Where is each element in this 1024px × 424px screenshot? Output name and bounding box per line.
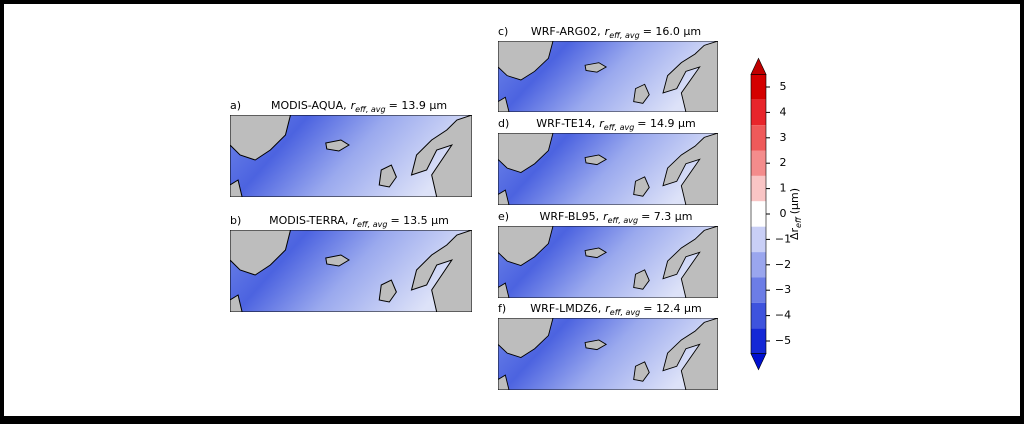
title-value: = 16.0 μm bbox=[643, 25, 701, 38]
colorbar-band bbox=[751, 99, 766, 126]
title-variable-sub: eff, avg bbox=[609, 31, 640, 40]
colorbar-tick-label: 5 bbox=[780, 80, 787, 93]
map-panel bbox=[230, 115, 472, 197]
colorbar-band bbox=[751, 252, 766, 278]
title-value: = 13.9 μm bbox=[389, 99, 447, 112]
title-variable-sub: eff, avg bbox=[610, 308, 641, 317]
map-panel bbox=[498, 226, 718, 298]
panel-label: d) bbox=[498, 117, 509, 130]
colorbar-tick-label: 0 bbox=[780, 207, 787, 220]
colorbar-band bbox=[751, 302, 766, 329]
colorbar-tick-label: 2 bbox=[780, 156, 787, 169]
panel-title: WRF-LMDZ6, reff, avg = 12.4 μm bbox=[530, 302, 701, 317]
title-variable: r bbox=[605, 302, 611, 315]
colorbar-band bbox=[751, 74, 766, 100]
colorbar-band bbox=[751, 125, 766, 151]
colorbar-band bbox=[751, 201, 766, 227]
panels: a) MODIS-AQUA, reff, avg = 13.9 μmb) MODIS-T… bbox=[230, 25, 718, 390]
panel-label: e) bbox=[498, 210, 509, 223]
colorbar-label-sub: eff bbox=[794, 216, 803, 228]
title-variable: r bbox=[605, 25, 611, 38]
panel-label: f) bbox=[498, 302, 506, 315]
colorbar-tick-label: 4 bbox=[780, 105, 787, 118]
colorbar-tick-label: −2 bbox=[775, 258, 791, 271]
map-panel bbox=[498, 318, 718, 390]
title-variable-sub: eff, avg bbox=[357, 220, 388, 229]
title-variable: r bbox=[603, 210, 609, 223]
panel-title: WRF-ARG02, reff, avg = 16.0 μm bbox=[531, 25, 701, 40]
title-variable: r bbox=[352, 214, 358, 227]
title-variable-sub: eff, avg bbox=[355, 105, 386, 114]
title-value: = 14.9 μm bbox=[637, 117, 695, 130]
colorbar-band bbox=[751, 277, 766, 303]
colorbar-tick-label: −4 bbox=[775, 309, 791, 322]
title-name: WRF-ARG02, bbox=[531, 25, 601, 38]
map-panel bbox=[230, 230, 472, 312]
panel-label: a) bbox=[230, 99, 241, 112]
panel-title: MODIS-AQUA, reff, avg = 13.9 μm bbox=[271, 99, 447, 114]
colorbar-label-main: Δr bbox=[788, 228, 801, 241]
panel-title: MODIS-TERRA, reff, avg = 13.5 μm bbox=[269, 214, 449, 229]
colorbar-label: Δreff (μm) bbox=[788, 188, 803, 240]
colorbar-tick-label: 3 bbox=[780, 131, 787, 144]
title-variable-sub: eff, avg bbox=[604, 123, 635, 132]
title-variable: r bbox=[351, 99, 357, 112]
panel-title: WRF-BL95, reff, avg = 7.3 μm bbox=[539, 210, 692, 225]
colorbar-band bbox=[751, 226, 766, 253]
title-variable-sub: eff, avg bbox=[608, 216, 639, 225]
title-value: = 13.5 μm bbox=[390, 214, 448, 227]
colorbar-band bbox=[751, 150, 766, 176]
title-variable: r bbox=[599, 117, 605, 130]
colorbar-tick-label: −5 bbox=[775, 334, 791, 347]
colorbar-tick-label: 1 bbox=[780, 182, 787, 195]
colorbar-label-unit: (μm) bbox=[788, 188, 801, 214]
panel-label: c) bbox=[498, 25, 508, 38]
title-name: MODIS-AQUA, bbox=[271, 99, 347, 112]
title-name: WRF-LMDZ6, bbox=[530, 302, 601, 315]
title-name: MODIS-TERRA, bbox=[269, 214, 348, 227]
title-value: = 7.3 μm bbox=[641, 210, 692, 223]
title-value: = 12.4 μm bbox=[643, 302, 701, 315]
map-panel bbox=[498, 41, 718, 112]
title-name: WRF-TE14, bbox=[536, 117, 595, 130]
title-name: WRF-BL95, bbox=[539, 210, 599, 223]
panel-title: WRF-TE14, reff, avg = 14.9 μm bbox=[536, 117, 695, 132]
colorbar-band bbox=[751, 175, 766, 202]
colorbar: 5 4 3 2 1 0 −1 −2 −3 −4 −5 Δreff (μm) bbox=[750, 57, 803, 371]
panel-label: b) bbox=[230, 214, 241, 227]
map-panel bbox=[498, 133, 718, 205]
colorbar-tick-label: −1 bbox=[775, 232, 791, 245]
colorbar-band bbox=[751, 328, 766, 354]
colorbar-tick-label: −3 bbox=[775, 283, 791, 296]
